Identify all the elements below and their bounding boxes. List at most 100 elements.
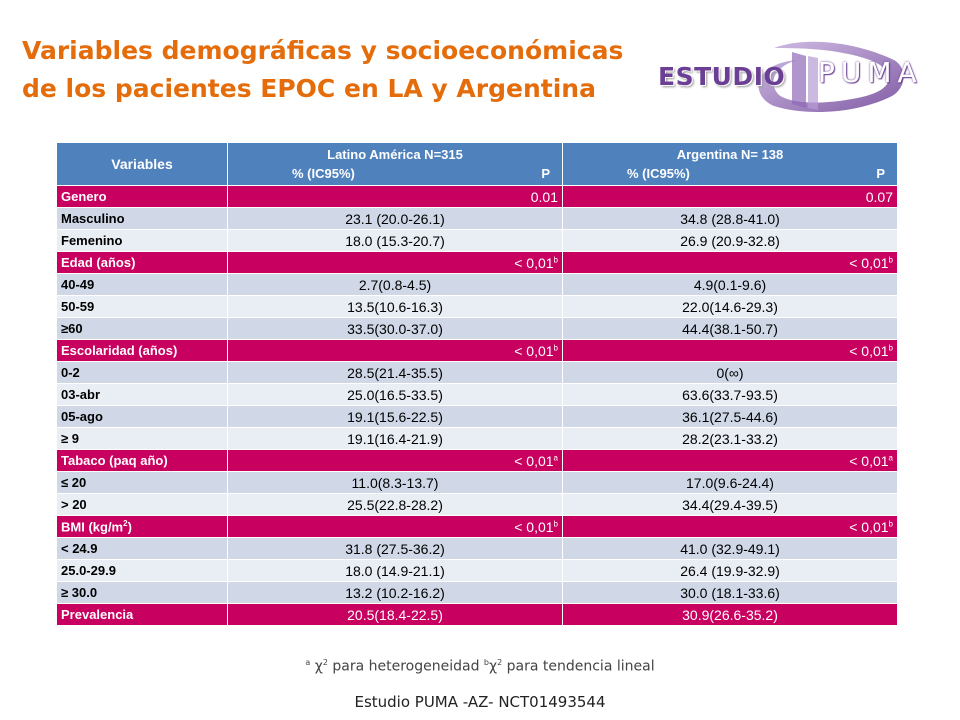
- table-row: 05-ago 19.1(15.6-22.5) 36.1(27.5-44.6): [56, 405, 898, 428]
- arg-p-value: 0.07: [562, 185, 898, 208]
- table-row: > 20 25.5(22.8-28.2) 34.4(29.4-39.5): [56, 493, 898, 516]
- la-value: 13.5(10.6-16.3): [227, 295, 563, 318]
- footnote-b-square: 2: [497, 658, 503, 667]
- table-row: 25.0-29.9 18.0 (14.9-21.1) 26.4 (19.9-32.9…: [56, 559, 898, 582]
- section-label: Escolaridad (años): [56, 339, 228, 362]
- la-value: 2.7(0.8-4.5): [227, 273, 563, 296]
- header-arg-p: P: [876, 166, 885, 181]
- arg-value: 34.4(29.4-39.5): [562, 493, 898, 516]
- arg-value: 17.0(9.6-24.4): [562, 471, 898, 494]
- arg-p-sup: a: [888, 452, 893, 462]
- la-value: 13.2 (10.2-16.2): [227, 581, 563, 604]
- arg-value: 36.1(27.5-44.6): [562, 405, 898, 428]
- arg-p-sup: b: [888, 342, 893, 352]
- row-label: 40-49: [56, 273, 228, 296]
- table-row: Masculino 23.1 (20.0-26.1) 34.8 (28.8-41.0…: [56, 207, 898, 230]
- arg-p-value: < 0,01b: [562, 339, 898, 362]
- la-p-value: < 0,01b: [227, 339, 563, 362]
- row-label: Prevalencia: [56, 603, 228, 626]
- la-p-sup: a: [553, 452, 558, 462]
- la-value: 20.5(18.4-22.5): [227, 603, 563, 626]
- arg-value: 41.0 (32.9-49.1): [562, 537, 898, 560]
- section-label: BMI (kg/m2): [56, 515, 228, 538]
- section-row: Edad (años) < 0,01b < 0,01b: [56, 251, 898, 274]
- header-la-pct: % (IC95%): [292, 166, 355, 181]
- table-row: ≥ 30.0 13.2 (10.2-16.2) 30.0 (18.1-33.6): [56, 581, 898, 604]
- la-value: 31.8 (27.5-36.2): [227, 537, 563, 560]
- table-row: 0-2 28.5(21.4-35.5) 0(∞): [56, 361, 898, 384]
- la-value: 23.1 (20.0-26.1): [227, 207, 563, 230]
- arg-p-value: < 0,01a: [562, 449, 898, 472]
- table-header-row: Variables Latino América N=315 % (IC95%)…: [56, 142, 898, 186]
- row-label: 0-2: [56, 361, 228, 384]
- arg-value: 22.0(14.6-29.3): [562, 295, 898, 318]
- la-p-value: < 0,01a: [227, 449, 563, 472]
- table-body: Genero 0.01 0.07 Masculino 23.1 (20.0-26.1) 3…: [56, 185, 898, 626]
- la-value: 25.0(16.5-33.5): [227, 383, 563, 406]
- header-arg-pct: % (IC95%): [627, 166, 690, 181]
- logo-swirl-icon: [758, 41, 904, 112]
- arg-p-sup: b: [888, 254, 893, 264]
- row-label: > 20: [56, 493, 228, 516]
- row-label: ≤ 20: [56, 471, 228, 494]
- page-title: Variables demográficas y socioeconómicas…: [22, 36, 624, 103]
- la-p-value: < 0,01b: [227, 515, 563, 538]
- footnote-a-square: 2: [322, 658, 328, 667]
- arg-value: 63.6(33.7-93.5): [562, 383, 898, 406]
- source-caption: Estudio PUMA -AZ- NCT01493544: [354, 693, 606, 711]
- arg-value: 4.9(0.1-9.6): [562, 273, 898, 296]
- arg-value: 30.0 (18.1-33.6): [562, 581, 898, 604]
- footnote-b-chi: χ: [489, 658, 498, 675]
- la-value: 18.0 (15.3-20.7): [227, 229, 563, 252]
- table-row: 03-abr 25.0(16.5-33.5) 63.6(33.7-93.5): [56, 383, 898, 406]
- section-row: BMI (kg/m2) < 0,01b < 0,01b: [56, 515, 898, 538]
- arg-value: 28.2(23.1-33.2): [562, 427, 898, 450]
- section-label: Edad (años): [56, 251, 228, 274]
- la-p-sup: b: [553, 254, 558, 264]
- section-row: Escolaridad (años) < 0,01b < 0,01b: [56, 339, 898, 362]
- section-row: Tabaco (paq año) < 0,01a < 0,01a: [56, 449, 898, 472]
- row-label: ≥ 30.0: [56, 581, 228, 604]
- la-value: 11.0(8.3-13.7): [227, 471, 563, 494]
- header-la-p: P: [541, 166, 550, 181]
- arg-p-value: < 0,01b: [562, 515, 898, 538]
- la-p-value: < 0,01b: [227, 251, 563, 274]
- arg-value: 34.8 (28.8-41.0): [562, 207, 898, 230]
- la-p-sup: b: [553, 342, 558, 352]
- table-row: Femenino 18.0 (15.3-20.7) 26.9 (20.9-32.8): [56, 229, 898, 252]
- la-value: 33.5(30.0-37.0): [227, 317, 563, 340]
- table-row: 40-49 2.7(0.8-4.5) 4.9(0.1-9.6): [56, 273, 898, 296]
- arg-value: 0(∞): [562, 361, 898, 384]
- table-row: ≥60 33.5(30.0-37.0) 44.4(38.1-50.7): [56, 317, 898, 340]
- header-argentina: Argentina N= 138 % (IC95%) P: [562, 142, 898, 186]
- header-arg-label: Argentina N= 138: [676, 147, 784, 162]
- la-p-sup: b: [553, 518, 558, 528]
- footnote-a-text: para heterogeneidad: [327, 658, 484, 675]
- la-value: 19.1(15.6-22.5): [227, 405, 563, 428]
- estudio-puma-logo: ESTUDIO PUMA: [656, 38, 917, 118]
- row-label: Femenino: [56, 229, 228, 252]
- arg-value: 30.9(26.6-35.2): [562, 603, 898, 626]
- footnote-b-mark: b: [483, 658, 489, 667]
- section-row: Genero 0.01 0.07: [56, 185, 898, 208]
- section-label: Tabaco (paq año): [56, 449, 228, 472]
- footnote-b-text: para tendencia lineal: [502, 658, 655, 675]
- header-latino-america: Latino América N=315 % (IC95%) P: [227, 142, 563, 186]
- data-table: Variables Latino América N=315 % (IC95%)…: [56, 142, 898, 626]
- prevalence-row: Prevalencia 20.5(18.4-22.5) 30.9(26.6-35.2…: [56, 603, 898, 626]
- table-row: < 24.9 31.8 (27.5-36.2) 41.0 (32.9-49.1): [56, 537, 898, 560]
- table-row: ≥ 9 19.1(16.4-21.9) 28.2(23.1-33.2): [56, 427, 898, 450]
- la-value: 19.1(16.4-21.9): [227, 427, 563, 450]
- table-row: ≤ 20 11.0(8.3-13.7) 17.0(9.6-24.4): [56, 471, 898, 494]
- header-variables: Variables: [56, 142, 228, 186]
- row-label: ≥ 9: [56, 427, 228, 450]
- footnote-a-mark: a: [305, 658, 311, 667]
- section-label-sup: 2: [123, 518, 128, 528]
- arg-p-sup: b: [888, 518, 893, 528]
- arg-value: 44.4(38.1-50.7): [562, 317, 898, 340]
- arg-value: 26.9 (20.9-32.8): [562, 229, 898, 252]
- section-label: Genero: [56, 185, 228, 208]
- row-label: ≥60: [56, 317, 228, 340]
- row-label: Masculino: [56, 207, 228, 230]
- header-la-label: Latino América N=315: [327, 147, 463, 162]
